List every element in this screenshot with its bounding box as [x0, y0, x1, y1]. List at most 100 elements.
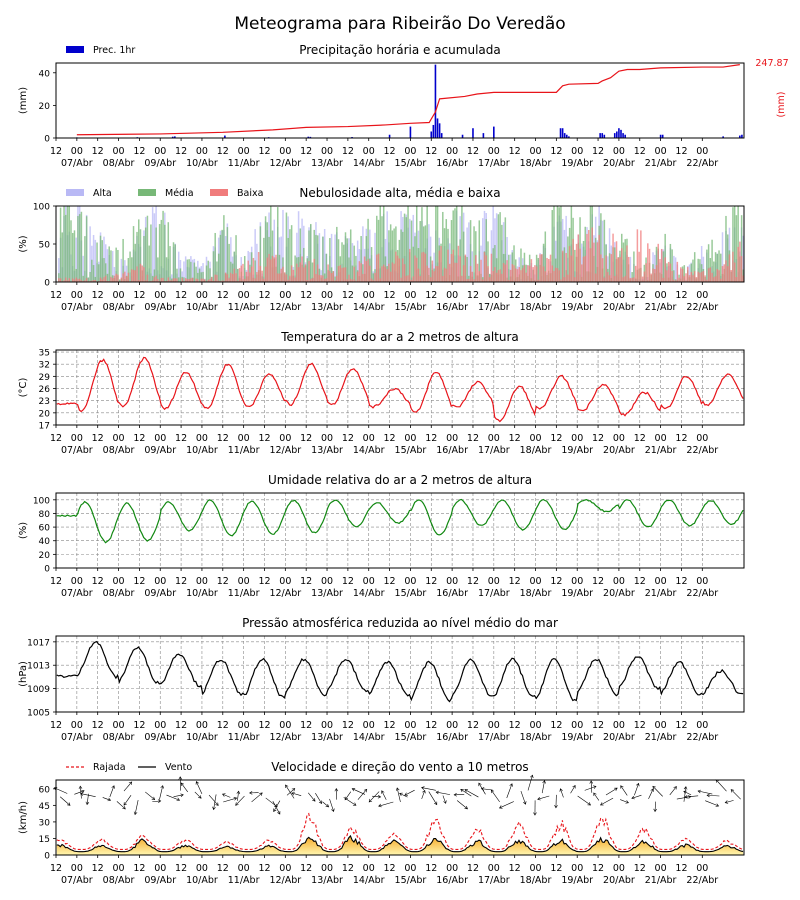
wind-direction-arrow [705, 800, 719, 807]
cloud-low-bar [527, 265, 529, 282]
wind-arrow-head [160, 785, 164, 789]
cloud-high-bar [506, 237, 508, 282]
cloud-mid-bar [167, 222, 170, 282]
x-hour-label: 12 [217, 720, 229, 731]
cloud-low-bar [565, 252, 567, 282]
cloud-mid-bar [122, 238, 124, 282]
x-hour-label: 12 [300, 576, 312, 587]
y-axis-label: (°C) [18, 378, 29, 398]
x-hour-label: 12 [175, 290, 187, 301]
cloud-low-bar [468, 278, 470, 282]
wind-arrow-head [195, 781, 199, 785]
cloud-low-bar [120, 277, 123, 282]
x-hour-label: 12 [217, 146, 229, 157]
wind-arrow-head [107, 797, 112, 802]
x-date-label: 09/Abr [144, 302, 176, 313]
y-tick-label: 17 [39, 422, 50, 432]
cloud-low-bar [426, 265, 428, 282]
wind-direction-arrow [506, 783, 513, 799]
precip-bar [659, 134, 662, 138]
wind-direction-arrow [123, 781, 132, 792]
wind-arrow-head [614, 787, 618, 791]
x-hour-label: 12 [342, 576, 354, 587]
x-hour-label: 00 [154, 290, 166, 301]
cloud-mid-bar [421, 207, 423, 282]
x-hour-label: 00 [529, 433, 541, 444]
cloud-low-bar [409, 248, 411, 282]
precip-bar [432, 124, 435, 138]
x-hour-label: 00 [571, 863, 583, 874]
cloud-high-bar [369, 229, 371, 282]
cloud-mid-bar [70, 220, 72, 282]
cloud-mid-bar [101, 240, 104, 282]
x-hour-label: 12 [258, 576, 270, 587]
cloud-low-bar [273, 257, 276, 282]
wind-direction-arrow [725, 800, 734, 803]
wind-arrow-head [453, 792, 457, 797]
cloud-mid-bar [570, 206, 573, 282]
cloud-high-bar [700, 245, 703, 282]
x-hour-label: 00 [488, 146, 500, 157]
cloud-low-bar [570, 255, 573, 282]
cloud-mid-bar [144, 227, 147, 282]
x-date-label: 22/Abr [686, 732, 718, 743]
wind-area [56, 835, 744, 855]
x-hour-label: 12 [300, 146, 312, 157]
y-tick-label: 1013 [27, 662, 50, 672]
x-hour-label: 12 [258, 433, 270, 444]
cloud-mid-bar [155, 227, 157, 282]
cloud-low-bar [513, 265, 515, 282]
cloud-low-bar [111, 278, 114, 282]
wind-arrow-head [79, 792, 84, 796]
cloud-low-bar [482, 279, 484, 282]
cloud-mid-bar [263, 237, 265, 282]
x-date-label: 15/Abr [395, 302, 427, 313]
cloud-low-bar [330, 273, 333, 282]
x-date-label: 20/Abr [603, 158, 635, 169]
cloud-low-bar [485, 255, 487, 282]
x-hour-label: 12 [342, 720, 354, 731]
cloud-low-bar [214, 274, 216, 282]
x-hour-label: 00 [279, 576, 291, 587]
cloud-mid-bar [106, 273, 109, 282]
y-tick-label: 1005 [27, 709, 50, 719]
wind-arrow-head [404, 792, 408, 796]
cloud-high-bar [428, 224, 430, 282]
cloud-mid-bar [63, 206, 65, 282]
x-hour-label: 12 [550, 720, 562, 731]
x-hour-label: 00 [238, 576, 250, 587]
cloud-mid-bar [207, 260, 209, 282]
cloud-mid-bar [183, 277, 185, 282]
cloud-low-bar [608, 275, 611, 282]
cloud-low-bar [391, 262, 394, 282]
cloud-low-bar [376, 254, 378, 282]
cloud-low-bar [511, 264, 514, 282]
x-hour-label: 00 [446, 433, 458, 444]
cloud-high-bar [89, 226, 91, 282]
cloud-mid-bar [508, 254, 510, 282]
cloud-low-bar [261, 270, 263, 282]
cloud-low-bar [306, 280, 309, 282]
cloud-low-bar [221, 280, 223, 282]
cloud-low-bar [462, 265, 465, 282]
cloud-low-bar [377, 253, 380, 282]
cloud-mid-bar [313, 229, 315, 282]
cloud-mid-bar [367, 218, 369, 282]
wind-direction-arrow [620, 799, 629, 804]
cloud-low-bar [594, 273, 597, 282]
x-hour-label: 12 [133, 290, 145, 301]
wind-arrow-head [399, 792, 403, 797]
x-date-label: 14/Abr [353, 158, 385, 169]
cloud-mid-bar [78, 214, 81, 282]
cloud-mid-bar [462, 231, 465, 282]
cloud-mid-bar [662, 251, 665, 282]
y-tick-label: 30 [39, 818, 51, 828]
cloud-mid-bar [442, 211, 444, 282]
x-date-label: 20/Abr [603, 875, 635, 886]
wind-direction-arrow [654, 801, 656, 812]
x-hour-label: 12 [509, 720, 521, 731]
cloud-low-bar [584, 255, 587, 282]
cloud-mid-bar [171, 278, 173, 282]
cloud-low-bar [346, 279, 348, 282]
x-hour-label: 12 [50, 290, 62, 301]
